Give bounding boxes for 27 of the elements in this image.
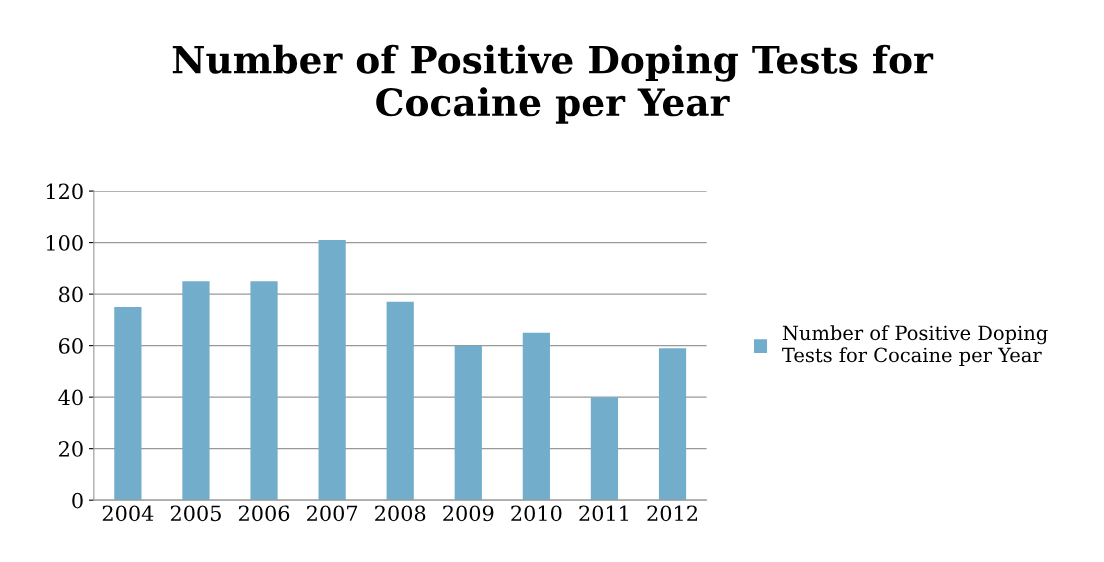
bar <box>454 345 482 501</box>
x-tick-label: 2006 <box>238 505 290 522</box>
bar <box>522 332 550 501</box>
bar <box>658 348 687 501</box>
y-tick-label: 80 <box>59 286 83 303</box>
x-tick-label: 2005 <box>170 505 221 522</box>
y-tick-label: 40 <box>58 389 83 406</box>
bar <box>114 306 142 501</box>
bar <box>590 397 619 501</box>
x-tick-label: 2004 <box>102 505 154 522</box>
y-tick-label: 60 <box>59 338 83 354</box>
chart-title: Number of Positive Doping Tests for Cocaine per Year <box>172 44 934 124</box>
x-tick-label: 2010 <box>511 505 562 522</box>
bar <box>182 281 210 501</box>
y-tick-label: 120 <box>46 183 83 200</box>
x-tick-label: 2011 <box>579 505 628 522</box>
y-tick-label: 20 <box>59 441 83 457</box>
bar <box>318 240 346 501</box>
x-tick-label: 2008 <box>375 505 426 522</box>
y-tick-label: 0 <box>72 492 83 509</box>
legend-label: Number of Positive Doping Tests for Cocaine per Year <box>782 325 1048 367</box>
x-tick-label: 2012 <box>647 505 697 522</box>
bar <box>386 301 414 501</box>
bar <box>250 281 278 501</box>
x-tick-label: 2009 <box>443 505 494 522</box>
y-tick-label: 100 <box>46 235 83 251</box>
x-tick-label: 2007 <box>307 505 358 522</box>
